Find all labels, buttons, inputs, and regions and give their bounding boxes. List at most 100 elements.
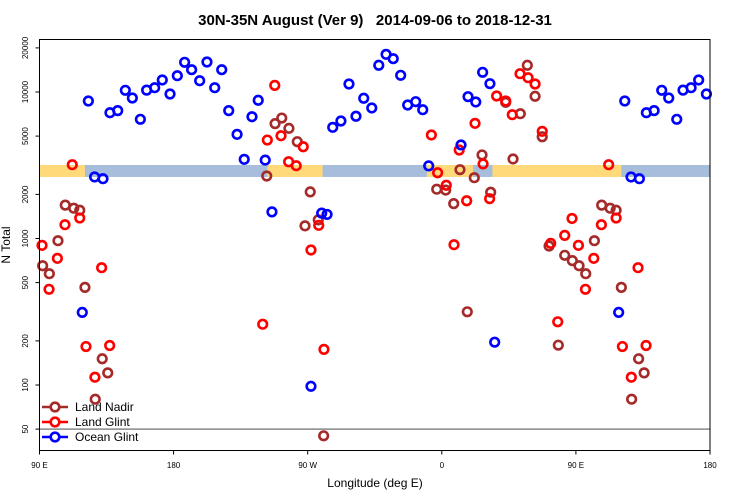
- point-ocean-glint: [259, 154, 271, 166]
- point-land-nadir: [96, 353, 108, 365]
- point-land-glint: [51, 252, 63, 264]
- point-ocean-glint: [350, 110, 362, 122]
- point-land-glint: [96, 262, 108, 274]
- point-land-nadir: [304, 186, 316, 198]
- point-land-nadir: [283, 122, 295, 134]
- x-tick-label: 90 E: [568, 461, 584, 470]
- x-axis-ticks: 90 E 180 90 W 0 90 E 180: [31, 450, 717, 470]
- point-land-glint: [66, 159, 78, 171]
- point-land-glint: [603, 159, 615, 171]
- point-land-nadir: [468, 172, 480, 184]
- point-land-glint: [588, 252, 600, 264]
- point-land-glint: [625, 371, 637, 383]
- y-tick-label: 20000: [21, 36, 30, 59]
- point-land-nadir: [604, 202, 616, 214]
- point-ocean-glint: [156, 74, 168, 86]
- point-land-nadir: [521, 59, 533, 71]
- point-land-nadir: [573, 260, 585, 272]
- point-land-glint: [104, 339, 116, 352]
- x-axis-label: Longitude (deg E): [327, 476, 422, 490]
- point-ocean-glint: [179, 56, 191, 68]
- point-ocean-glint: [201, 56, 213, 68]
- point-ocean-glint: [246, 111, 258, 123]
- point-land-glint: [269, 79, 281, 91]
- x-tick-label: 180: [703, 461, 717, 470]
- point-land-nadir: [37, 260, 49, 272]
- point-ocean-glint: [97, 173, 109, 185]
- point-ocean-glint: [700, 88, 713, 100]
- point-land-nadir: [102, 367, 114, 379]
- point-land-glint: [500, 95, 512, 107]
- y-tick-label: 500: [21, 275, 30, 289]
- point-land-glint: [440, 179, 452, 191]
- point-ocean-glint: [186, 64, 198, 76]
- point-land-nadir: [615, 281, 627, 293]
- point-ocean-glint: [619, 95, 631, 107]
- point-land-glint: [522, 72, 534, 84]
- point-land-nadir: [529, 90, 541, 102]
- point-ocean-glint: [656, 84, 668, 96]
- point-ocean-glint: [216, 64, 228, 76]
- point-land-nadir: [440, 184, 452, 196]
- point-land-nadir: [454, 164, 466, 176]
- point-land-glint: [318, 343, 330, 355]
- legend-label: Land Glint: [75, 415, 130, 429]
- point-land-glint: [595, 219, 607, 231]
- point-ocean-glint: [194, 75, 206, 87]
- point-ocean-glint: [395, 69, 407, 81]
- point-ocean-glint: [171, 70, 183, 82]
- point-ocean-glint: [671, 113, 683, 125]
- legend-label: Land Nadir: [75, 400, 134, 414]
- point-ocean-glint: [484, 78, 496, 90]
- point-land-glint: [448, 239, 460, 251]
- y-tick-label: 2000: [21, 185, 30, 203]
- point-land-nadir: [269, 118, 281, 130]
- point-ocean-glint: [119, 84, 131, 96]
- point-land-nadir: [507, 153, 519, 165]
- point-land-glint: [491, 90, 503, 102]
- point-land-glint: [552, 316, 564, 328]
- point-land-glint: [261, 134, 273, 146]
- point-ocean-glint: [477, 66, 489, 78]
- point-ocean-glint: [489, 336, 501, 348]
- point-land-nadir: [299, 220, 311, 232]
- point-land-glint: [275, 130, 287, 142]
- point-ocean-glint: [252, 94, 264, 106]
- point-ocean-glint: [685, 82, 697, 94]
- point-land-glint: [89, 371, 101, 383]
- point-ocean-glint: [266, 206, 278, 218]
- point-land-glint: [536, 125, 548, 137]
- point-ocean-glint: [149, 82, 161, 94]
- point-ocean-glint: [316, 207, 328, 219]
- point-ocean-glint: [693, 74, 705, 86]
- y-tick-label: 50: [21, 424, 30, 433]
- chart-title: 30N-35N August (Ver 9) 2014-09-06 to 201…: [198, 12, 552, 29]
- point-land-glint: [469, 117, 481, 129]
- point-land-nadir: [566, 255, 578, 267]
- y-axis-ticks: 50 100 200 500 1000 2000 5000 10000 20000: [21, 36, 40, 434]
- point-ocean-glint: [387, 53, 399, 65]
- x-tick-label: 90 E: [31, 461, 47, 470]
- point-ocean-glint: [633, 173, 645, 185]
- point-land-glint: [506, 109, 518, 121]
- point-land-nadir: [79, 281, 91, 293]
- point-land-nadir: [448, 198, 460, 210]
- point-land-glint: [579, 283, 592, 295]
- point-ocean-glint: [321, 208, 333, 221]
- point-ocean-glint: [238, 153, 250, 165]
- y-tick-label: 1000: [21, 229, 30, 247]
- point-ocean-glint: [126, 92, 138, 104]
- legend-label: Ocean Glint: [75, 430, 139, 444]
- point-ocean-glint: [423, 160, 435, 172]
- land-band-segment: [426, 164, 474, 177]
- point-land-nadir: [461, 306, 473, 318]
- point-ocean-glint: [335, 115, 347, 127]
- point-land-glint: [572, 239, 585, 251]
- point-land-glint: [43, 283, 55, 295]
- point-ocean-glint: [358, 92, 370, 104]
- point-ocean-glint: [613, 306, 625, 319]
- x-tick-label: 180: [167, 461, 181, 470]
- point-land-glint: [461, 195, 473, 207]
